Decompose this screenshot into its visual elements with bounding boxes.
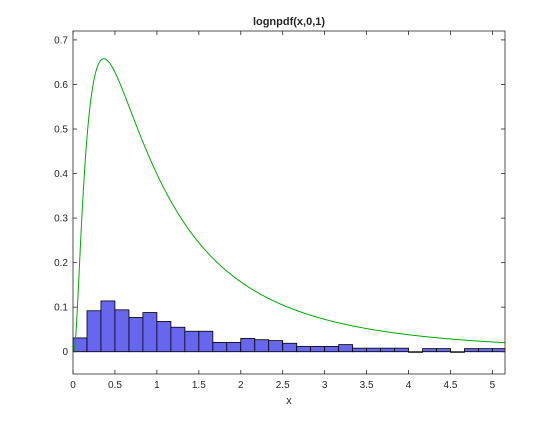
y-tick-label: 0 (62, 347, 68, 358)
y-tick-label: 0.4 (54, 169, 68, 180)
x-tick-label: 1 (154, 380, 160, 391)
x-tick-label: 3 (322, 380, 328, 391)
histogram-bar (268, 340, 284, 353)
histogram-bar (310, 345, 326, 353)
y-tick-label: 0.1 (54, 303, 68, 314)
histogram-bar (282, 342, 298, 353)
histogram-bar (436, 348, 451, 353)
y-tick-label: 0.6 (54, 80, 68, 91)
x-tick-label: 3.5 (360, 380, 374, 391)
axes-box (72, 30, 506, 375)
histogram-bar (394, 347, 409, 353)
histogram-bar (464, 348, 479, 353)
histogram-bar (86, 310, 102, 353)
x-tick-label: 0 (70, 380, 76, 391)
histogram-bar (478, 348, 493, 353)
histogram-bar (212, 341, 228, 353)
histogram-bars (72, 300, 506, 353)
histogram-bar (324, 345, 340, 353)
histogram-bar (170, 326, 186, 353)
y-tick-label: 0.5 (54, 125, 68, 136)
histogram-bar (366, 347, 381, 353)
histogram-bar (114, 309, 130, 353)
histogram-bar (352, 347, 367, 353)
x-tick-label: 2 (238, 380, 244, 391)
histogram-bar (380, 347, 396, 353)
y-tick-label: 0.2 (54, 258, 68, 269)
histogram-bar (254, 339, 270, 353)
histogram-bar (492, 348, 506, 353)
pdf-curve (72, 58, 506, 353)
x-tick-label: 4.5 (444, 380, 458, 391)
histogram-bar (450, 351, 465, 353)
plot-title: lognpdf(x,0,1) (253, 16, 325, 28)
x-axis-label: x (286, 395, 292, 407)
y-tick-label: 0.3 (54, 214, 68, 225)
histogram-bar (128, 317, 144, 353)
histogram-bar (100, 300, 116, 353)
x-tick-label: 2.5 (276, 380, 290, 391)
histogram-bar (184, 330, 200, 353)
histogram-bar (240, 337, 256, 353)
x-axis-ticks: 0 0.5 1 1.5 2 2.5 3 3.5 4 4.5 5 (70, 31, 496, 391)
x-tick-label: 0.5 (108, 380, 122, 391)
histogram-bar (422, 348, 437, 353)
y-axis-ticks: 0 0.1 0.2 0.3 0.4 0.5 0.6 0.7 (54, 35, 505, 358)
histogram-bar (198, 330, 214, 353)
histogram-bar (296, 345, 312, 353)
x-tick-label: 4 (406, 380, 412, 391)
histogram-bar (226, 341, 242, 353)
x-tick-label: 5 (490, 380, 496, 391)
histogram-bar (156, 321, 172, 353)
x-tick-label: 1.5 (192, 380, 206, 391)
histogram-bar (338, 344, 354, 353)
histogram-bar (142, 312, 158, 353)
histogram-bar (408, 351, 423, 353)
y-tick-label: 0.7 (54, 35, 68, 46)
